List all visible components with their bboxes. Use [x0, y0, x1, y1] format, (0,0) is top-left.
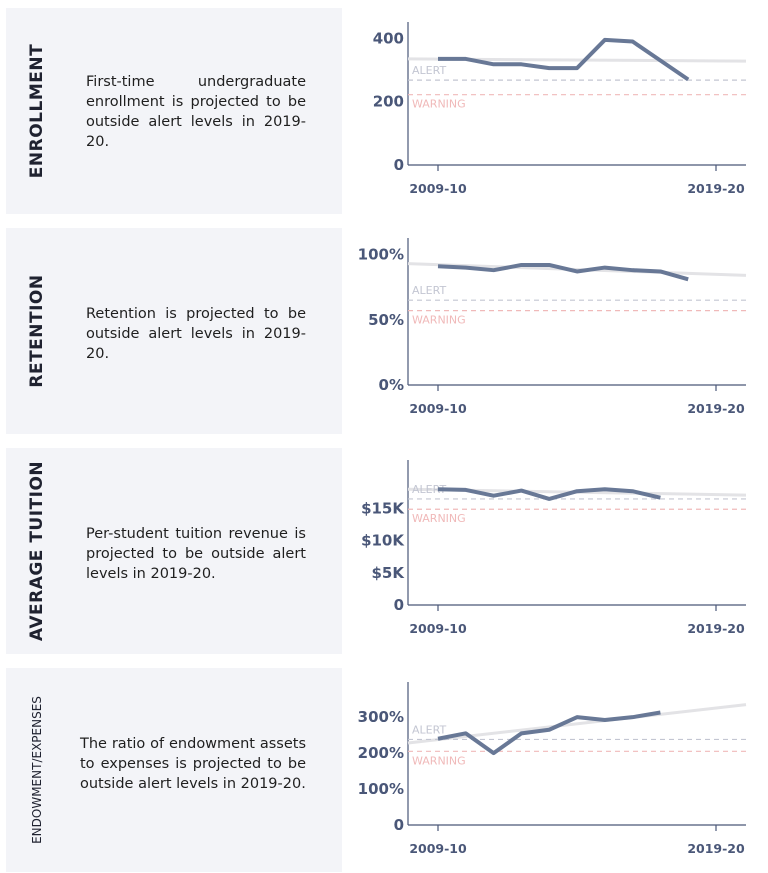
y-tick-label: 200%: [358, 744, 404, 762]
series-line: [438, 37, 690, 82]
y-tick-label: 0%: [379, 376, 404, 394]
x-tick-label-end: 2019-20: [687, 401, 745, 416]
y-tick-label: 300%: [358, 708, 404, 726]
panel-description: Retention is projected to be outside ale…: [86, 306, 306, 362]
y-tick-label: $10K: [361, 532, 405, 550]
y-tick-label: 0: [394, 596, 404, 614]
y-tick-label: 400: [373, 29, 404, 47]
y-tick-label: 100%: [358, 246, 404, 264]
y-tick-label: 0: [394, 816, 404, 834]
trend-line: [407, 703, 747, 745]
series-line: [437, 710, 661, 756]
panel-card: RETENTION Retention is projected to be o…: [6, 228, 342, 434]
warning-label: WARNING: [412, 98, 466, 111]
y-tick-label: 50%: [368, 311, 404, 329]
panel-title: ENDOWMENT/EXPENSES: [30, 696, 44, 844]
panel-card: ENDOWMENT/EXPENSES The ratio of endowmen…: [6, 668, 342, 872]
retention-chart: 2009-10 2019-20 0% 50% 100% ALERT WARNING: [358, 238, 747, 416]
warning-label: WARNING: [412, 512, 466, 525]
panel-description: The ratio of endowment assets to expense…: [80, 736, 306, 792]
x-tick-label-start: 2009-10: [409, 401, 467, 416]
panel-title: ENROLLMENT: [27, 43, 47, 179]
y-tick-label: $15K: [361, 500, 405, 518]
panel-card: AVERAGE TUITION Per-student tuition reve…: [6, 448, 342, 654]
series-line: [437, 262, 689, 282]
panel-card: ENROLLMENT First-time undergraduate enro…: [6, 8, 342, 214]
panel-retention: RETENTION Retention is projected to be o…: [0, 222, 768, 436]
x-tick-label-end: 2019-20: [687, 181, 745, 196]
panel-description: First-time undergraduate enrollment is p…: [86, 74, 306, 150]
panel-enrollment: ENROLLMENT First-time undergraduate enro…: [0, 0, 768, 216]
tuition-chart: 2009-10 2019-20 0 $5K $10K $15K ALERT WARNING: [361, 460, 747, 636]
alert-label: ALERT: [412, 483, 446, 496]
x-tick-label-start: 2009-10: [409, 841, 467, 856]
y-tick-label: 200: [373, 93, 404, 111]
warning-label: WARNING: [412, 314, 466, 327]
warning-label: WARNING: [412, 754, 466, 767]
panel-description: Per-student tuition revenue is projected…: [86, 526, 306, 582]
panel-average-tuition: AVERAGE TUITION Per-student tuition reve…: [0, 442, 768, 656]
y-tick-label: 0: [394, 156, 404, 174]
x-tick-label-end: 2019-20: [687, 841, 745, 856]
endowment-chart: 2009-10 2019-20 0 100% 200% 300% ALERT WARNING: [358, 682, 747, 856]
alert-label: ALERT: [412, 64, 446, 77]
x-tick-label-start: 2009-10: [409, 181, 467, 196]
y-tick-label: 100%: [358, 780, 404, 798]
x-tick-label-start: 2009-10: [409, 621, 467, 636]
panel-title: RETENTION: [27, 274, 47, 388]
panel-endowment-expenses: ENDOWMENT/EXPENSES The ratio of endowmen…: [0, 662, 768, 873]
y-tick-label: $5K: [372, 564, 406, 582]
enrollment-chart: 2009-10 2019-20 0 200 400 ALERT WARNING: [373, 22, 747, 196]
alert-label: ALERT: [412, 723, 446, 736]
alert-label: ALERT: [412, 284, 446, 297]
panel-title: AVERAGE TUITION: [27, 460, 47, 642]
x-tick-label-end: 2019-20: [687, 621, 745, 636]
